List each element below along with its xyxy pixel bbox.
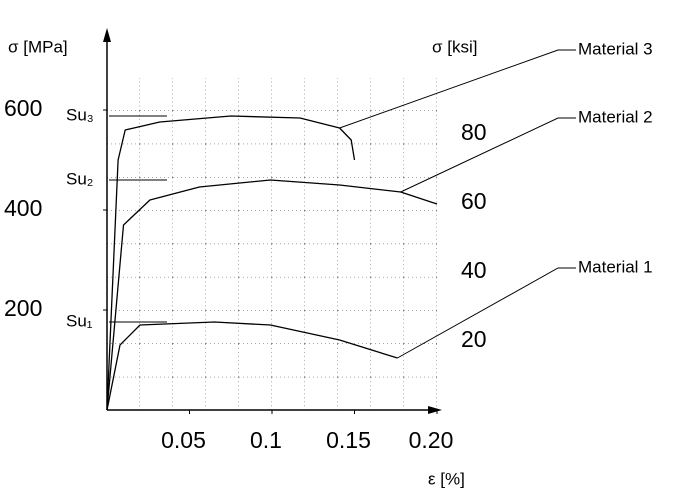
grid [107,78,437,410]
y2-label: σ [ksi] [432,37,477,56]
x-arrow [428,406,442,414]
y2-tick-label: 80 [461,119,487,145]
su-label: Su₃ [66,105,94,124]
x-tick-label: 0.1 [250,427,282,453]
x-tick-label: 0.15 [326,427,371,453]
leader-line [339,49,576,129]
y-tick-label: 200 [4,295,42,321]
legend-label: Material 1 [578,257,653,276]
su-label: Su₂ [66,169,93,188]
y-arrow [103,28,111,42]
su-label: Su₁ [66,311,93,330]
x-tick-label: 0.05 [161,427,206,453]
legend-label: Material 3 [578,39,653,58]
y-label: σ [MPa] [8,37,68,56]
y2-tick-label: 20 [461,326,487,352]
series-line [106,115,356,411]
x-tick-label: 0.20 [409,427,454,453]
legend-label: Material 2 [578,107,653,126]
series-line [106,321,398,411]
y-tick-label: 400 [4,195,42,221]
x-label: ε [%] [428,469,465,488]
leader-line [397,267,576,359]
y-tick-label: 600 [4,95,42,121]
y2-tick-label: 60 [461,188,487,214]
series-line [106,179,438,411]
y2-tick-label: 40 [461,257,487,283]
leader-line [400,117,576,193]
